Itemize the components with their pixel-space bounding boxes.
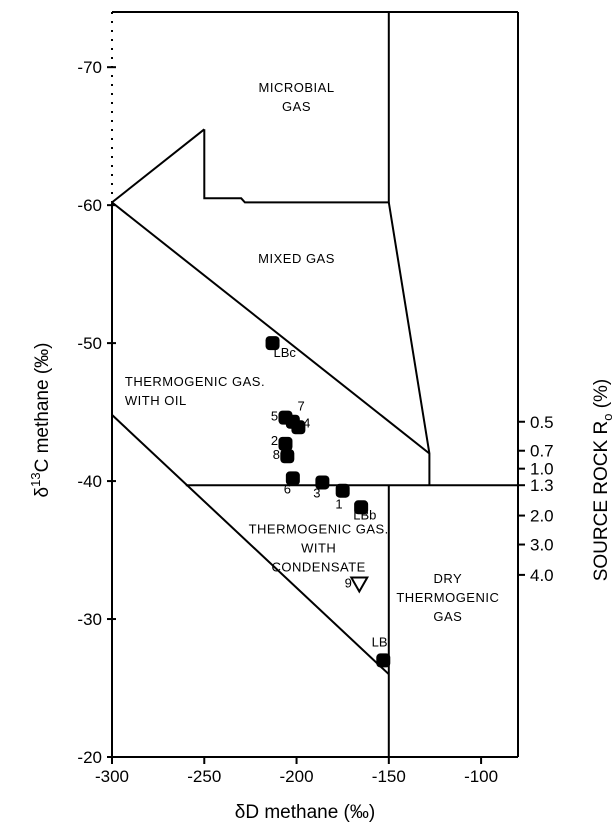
- region-label-line: CONDENSATE: [272, 560, 366, 575]
- region-label-line: GAS: [282, 99, 311, 114]
- data-point-6: [285, 471, 300, 486]
- y-tick-label: -30: [77, 610, 102, 629]
- y-tick-label: -50: [77, 334, 102, 353]
- boundary-oil-condensate-boundary: [111, 414, 390, 675]
- data-point-labels: LBc 5 74 28 6 31 LBb 9 LB: [271, 345, 388, 650]
- x-tick-label: -200: [280, 767, 314, 786]
- plot-frame: [111, 11, 519, 758]
- data-point-2: [278, 436, 293, 451]
- region-label-line: GAS: [433, 609, 462, 624]
- ro-axis-title: SOURCE ROCK Ro (%): [591, 379, 615, 582]
- x-tick-label: -100: [464, 767, 498, 786]
- y-tick-label: -60: [77, 196, 102, 215]
- x-tick-label: -300: [95, 767, 129, 786]
- boundary-microbial-box: [203, 12, 390, 204]
- data-point-9: [349, 576, 370, 594]
- ro-axis-ticks: 0.5 0.71.01.3 2.0 3.0 4.0: [518, 413, 554, 585]
- x-tick-label: -150: [372, 767, 406, 786]
- x-axis-title: δD methane (‰): [235, 802, 375, 823]
- x-axis-ticks: -300 -250 -200 -150 -100: [95, 757, 498, 786]
- ro-tick-label: 3.0: [530, 536, 554, 555]
- data-point-label-4: 4: [303, 415, 310, 430]
- region-label-line: THERMOGENIC GAS.: [249, 522, 389, 537]
- region-label-thermogenic-gas-with-oil: THERMOGENIC GAS. WITH OIL: [125, 374, 265, 408]
- data-point-label-lbc: LBc: [273, 345, 296, 360]
- data-point-label-2: 2: [271, 433, 278, 448]
- x-tick-label: -250: [187, 767, 221, 786]
- data-point-1: [335, 483, 350, 498]
- y-axis-title-prefix: δ: [32, 487, 53, 498]
- ro-tick-label: 0.5: [530, 413, 554, 432]
- region-label-mixed-gas: MIXED GAS: [258, 251, 335, 266]
- y-axis-title: δ13C methane (‰): [28, 343, 53, 498]
- region-labels: MICROBIAL GAS MIXED GAS THERMOGENIC GAS. WIT…: [125, 80, 499, 624]
- region-label-microbial-gas: MICROBIAL GAS: [259, 80, 335, 114]
- y-axis-title-superscript: 13: [28, 472, 43, 486]
- data-point-label-lbb: LBb: [353, 508, 376, 523]
- region-label-line: WITH: [301, 541, 336, 556]
- boundary-mixed-oil-boundary: [111, 201, 431, 455]
- data-point-8: [280, 449, 295, 464]
- region-label-line: THERMOGENIC GAS.: [125, 374, 265, 389]
- ro-tick-label: 0.7: [530, 442, 554, 461]
- region-label-line: WITH OIL: [125, 393, 187, 408]
- data-point-label-7: 7: [298, 399, 305, 414]
- region-label-line: THERMOGENIC: [396, 590, 499, 605]
- ro-tick-label: 2.0: [530, 507, 554, 526]
- ro-tick-label: 4.0: [530, 566, 554, 585]
- region-label-line: DRY: [434, 571, 463, 586]
- region-label-dry-thermogenic-gas: DRY THERMOGENIC GAS: [396, 571, 499, 624]
- data-point-3: [315, 475, 330, 490]
- data-point-label-8: 8: [273, 447, 280, 462]
- ro-axis-title-prefix: SOURCE ROCK R: [591, 421, 612, 581]
- data-point-label-3: 3: [313, 486, 320, 501]
- data-point-lbc: [265, 336, 280, 351]
- data-point-lbb: [354, 500, 369, 515]
- boundary-right-diagonal: [387, 202, 431, 486]
- data-point-label-9: 9: [345, 575, 352, 590]
- ro-axis-title-suffix: (%): [591, 379, 612, 414]
- y-tick-label: -40: [77, 472, 102, 491]
- data-point-label-6: 6: [284, 481, 291, 496]
- data-point-label-5: 5: [271, 408, 278, 423]
- y-axis-ticks: -70 -60 -50 -40 -30 -20: [77, 58, 116, 767]
- ro-tick-label: 1.3: [530, 476, 554, 495]
- data-point-4: [291, 420, 306, 435]
- y-tick-label: -70: [77, 58, 102, 77]
- ro-tick-label: 1.0: [530, 460, 554, 479]
- data-points: [265, 336, 391, 668]
- y-tick-label: -20: [77, 748, 102, 767]
- data-point-label-1: 1: [335, 497, 342, 512]
- y-axis-title-suffix: C methane (‰): [32, 343, 53, 473]
- region-label-line: MICROBIAL: [259, 80, 335, 95]
- data-point-lb: [376, 653, 391, 668]
- data-point-label-lb: LB: [372, 635, 388, 650]
- boundary-mixed-gas-upper: [111, 128, 205, 204]
- ro-axis-title-subscript: o: [600, 414, 615, 421]
- region-label-line: MIXED GAS: [258, 251, 335, 266]
- field-boundaries: [111, 12, 518, 757]
- region-label-thermogenic-gas-with-condensate: THERMOGENIC GAS. WITH CONDENSATE: [249, 522, 389, 575]
